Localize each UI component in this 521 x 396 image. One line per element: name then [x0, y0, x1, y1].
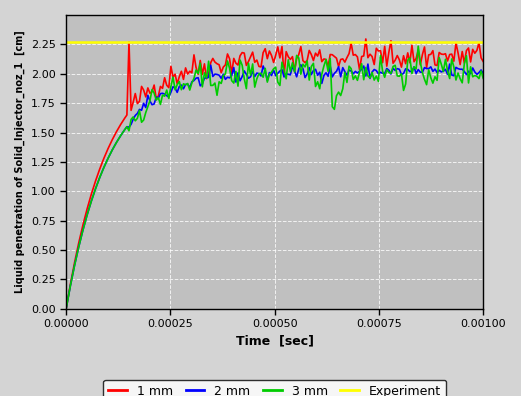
2 mm	[174, 90, 180, 95]
2 mm	[444, 72, 451, 77]
1 mm	[88, 192, 94, 197]
Experiment	[63, 40, 69, 44]
1 mm	[446, 52, 453, 57]
2 mm	[63, 307, 69, 311]
1 mm	[461, 61, 467, 65]
3 mm	[141, 118, 147, 122]
3 mm	[415, 44, 421, 49]
2 mm	[480, 71, 486, 76]
3 mm	[174, 82, 180, 87]
1 mm	[480, 59, 486, 64]
1 mm	[174, 82, 180, 86]
1 mm	[80, 223, 86, 228]
3 mm	[461, 61, 467, 66]
Line: 3 mm: 3 mm	[66, 46, 483, 309]
2 mm	[141, 101, 147, 106]
Line: 1 mm: 1 mm	[66, 39, 483, 309]
2 mm	[88, 199, 94, 204]
2 mm	[446, 62, 453, 67]
Experiment	[174, 40, 180, 44]
1 mm	[63, 307, 69, 311]
Experiment	[80, 40, 86, 44]
Line: 2 mm: 2 mm	[66, 64, 483, 309]
Experiment	[444, 40, 451, 44]
3 mm	[88, 199, 94, 204]
Experiment	[141, 40, 147, 44]
1 mm	[141, 88, 147, 93]
Experiment	[88, 40, 94, 44]
3 mm	[480, 76, 486, 81]
X-axis label: Time  [sec]: Time [sec]	[235, 335, 314, 348]
3 mm	[446, 76, 453, 81]
1 mm	[363, 36, 369, 41]
Legend: 1 mm, 2 mm, 3 mm, Experiment: 1 mm, 2 mm, 3 mm, Experiment	[103, 380, 446, 396]
3 mm	[63, 307, 69, 311]
Experiment	[459, 40, 465, 44]
2 mm	[461, 69, 467, 74]
Y-axis label: Liquid penetration of Solid_Injector_noz_1  [cm]: Liquid penetration of Solid_Injector_noz…	[15, 30, 25, 293]
2 mm	[80, 228, 86, 233]
3 mm	[80, 228, 86, 233]
Experiment	[480, 40, 486, 44]
